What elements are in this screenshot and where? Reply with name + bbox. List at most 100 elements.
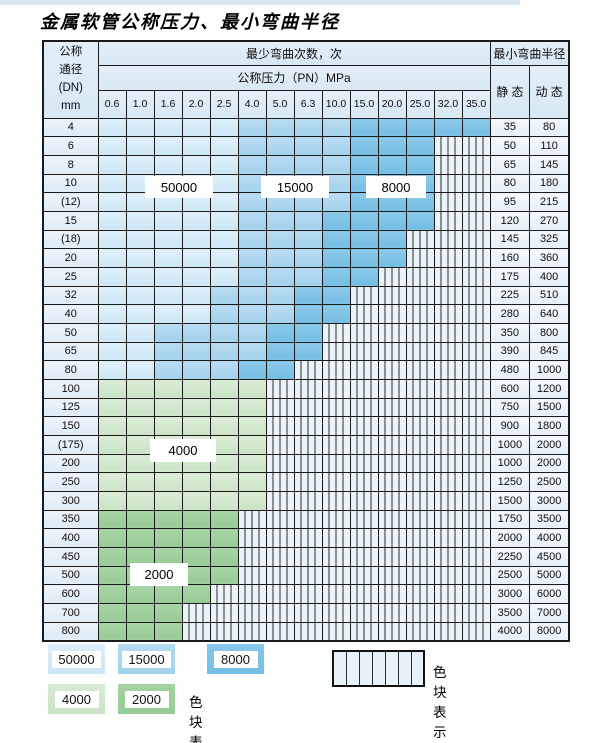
dynamic-radius-cell: 8000 (529, 621, 570, 642)
pressure-col-header: 1.6 (153, 89, 183, 119)
cycle-cell-none (293, 565, 323, 586)
cycle-cell-2000 (181, 509, 211, 530)
cycle-cell-4000 (97, 490, 127, 511)
cycle-cell-2000 (125, 621, 155, 642)
cycle-cell-50000 (97, 285, 127, 306)
cycle-cell-none (405, 453, 435, 474)
cycle-cell-none (321, 621, 351, 642)
cycle-cell-8000 (321, 266, 351, 287)
pressure-col-header: 35.0 (461, 89, 491, 119)
legend-swatch-50000: 50000 (48, 644, 105, 674)
corner-line: (DN) (58, 81, 83, 94)
cycle-cell-50000 (125, 304, 155, 324)
cycle-cell-4000 (97, 378, 127, 399)
cycle-cell-none (433, 304, 463, 324)
cycle-cell-none (433, 266, 463, 287)
dn-cell: 600 (42, 584, 99, 604)
cycle-cell-none (237, 602, 267, 623)
cycle-cell-50000 (125, 341, 155, 362)
cycle-cell-2000 (153, 546, 183, 567)
pressure-col-header: 2.0 (181, 89, 211, 119)
cycle-cell-none (405, 378, 435, 399)
static-radius-cell: 1500 (489, 490, 531, 511)
cycle-cell-none (461, 285, 491, 306)
cycle-cell-none (237, 621, 267, 642)
cycle-cell-2000 (125, 584, 155, 604)
cycle-cell-50000 (181, 248, 211, 268)
dn-cell: (175) (42, 434, 99, 455)
cycle-cell-none (461, 248, 491, 268)
cycle-cell-50000 (125, 322, 155, 343)
cycle-cell-2000 (125, 546, 155, 567)
dynamic-radius-cell: 3500 (529, 509, 570, 530)
cycle-cell-none (293, 397, 323, 418)
table-row: 40 280 640 (42, 304, 570, 324)
dn-cell: 500 (42, 565, 99, 586)
cycle-cell-none (349, 322, 379, 343)
dn-cell: (12) (42, 192, 99, 212)
cycle-cell-4000 (209, 416, 239, 436)
pressure-col-header: 25.0 (405, 89, 435, 119)
cycle-cell-15000 (237, 117, 267, 138)
table-row: 125 750 1500 (42, 397, 570, 418)
cycle-cell-none (321, 546, 351, 567)
cycle-label-15000: 15000 (262, 177, 328, 197)
cycle-cell-4000 (237, 378, 267, 399)
cycle-cell-15000 (181, 360, 211, 380)
cycle-cell-none (293, 490, 323, 511)
dynamic-radius-cell: 1500 (529, 397, 570, 418)
cycle-cell-8000 (377, 154, 407, 175)
cycle-cell-15000 (321, 154, 351, 175)
cycle-cell-2000 (209, 528, 239, 548)
static-radius-cell: 145 (489, 229, 531, 250)
cycle-cell-none (321, 322, 351, 343)
cycle-cell-none (265, 453, 295, 474)
cycle-cell-15000 (265, 285, 295, 306)
cycle-cell-none (377, 509, 407, 530)
cycle-cell-none (349, 621, 379, 642)
table-row: 450 2250 4500 (42, 546, 570, 567)
cycle-cell-8000 (321, 229, 351, 250)
static-radius-cell: 95 (489, 192, 531, 212)
cycle-cell-50000 (209, 266, 239, 287)
cycle-cell-8000 (405, 117, 435, 138)
cycle-cell-none (293, 546, 323, 567)
table-row: 500 2500 5000 (42, 565, 570, 586)
pressure-col-header: 0.6 (97, 89, 127, 119)
cycle-cell-none (349, 602, 379, 623)
cycle-cell-15000 (237, 248, 267, 268)
cycle-cell-2000 (209, 565, 239, 586)
cycle-cell-none (349, 360, 379, 380)
cycle-cell-4000 (181, 490, 211, 511)
cycle-cell-4000 (125, 453, 155, 474)
cycle-cell-4000 (153, 378, 183, 399)
cycle-cell-15000 (237, 304, 267, 324)
cycle-cell-none (461, 621, 491, 642)
cycle-cell-8000 (377, 117, 407, 138)
cycle-cell-8000 (461, 117, 491, 138)
cycle-cell-8000 (377, 210, 407, 231)
dynamic-radius-cell: 2000 (529, 434, 570, 455)
cycle-cell-50000 (125, 360, 155, 380)
cycle-cell-15000 (209, 360, 239, 380)
cycle-cell-4000 (181, 397, 211, 418)
cycle-cell-none (461, 192, 491, 212)
table-row: 80 480 1000 (42, 360, 570, 380)
cycle-cell-50000 (153, 229, 183, 250)
static-radius-cell: 1000 (489, 453, 531, 474)
cycle-cell-2000 (97, 602, 127, 623)
cycle-cell-none (461, 584, 491, 604)
cycle-cell-none (265, 509, 295, 530)
cycle-cell-none (349, 416, 379, 436)
legend-swatch-15000: 15000 (118, 644, 175, 674)
cycle-cell-none (461, 546, 491, 567)
dn-cell: 32 (42, 285, 99, 306)
cycle-cell-none (349, 397, 379, 418)
cycle-cell-none (461, 229, 491, 250)
table-row: 25 175 400 (42, 266, 570, 287)
cycle-cell-none (209, 621, 239, 642)
cycle-cell-4000 (237, 397, 267, 418)
cycle-cell-50000 (209, 136, 239, 156)
cycle-cell-4000 (237, 416, 267, 436)
radius-header: 最小弯曲半径 (489, 40, 570, 66)
